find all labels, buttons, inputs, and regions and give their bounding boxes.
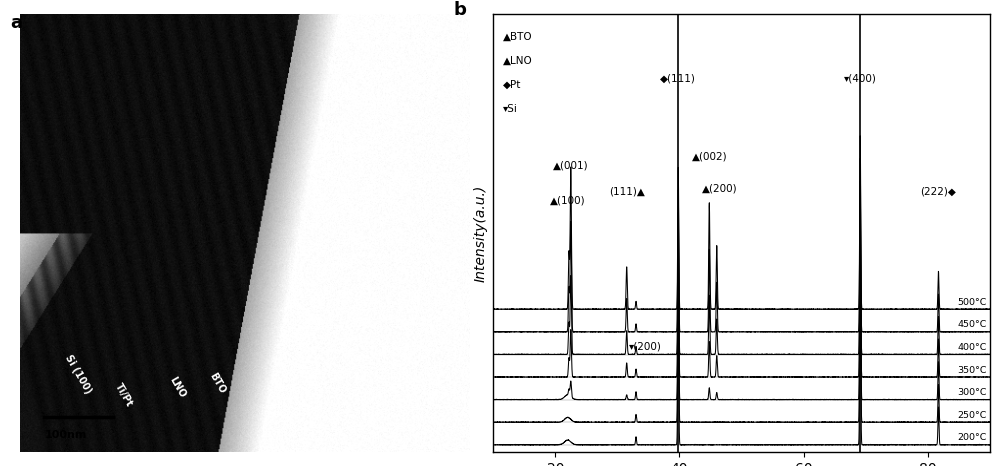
Text: ▾(200): ▾(200) xyxy=(629,341,662,351)
Text: 250°C: 250°C xyxy=(958,411,987,420)
Text: 400°C: 400°C xyxy=(958,343,987,352)
Text: ◆Pt: ◆Pt xyxy=(502,80,521,90)
Text: ▾(400): ▾(400) xyxy=(844,74,877,83)
Text: ▲BTO: ▲BTO xyxy=(502,31,532,41)
Text: Si (100): Si (100) xyxy=(63,353,94,395)
Text: 300°C: 300°C xyxy=(957,388,987,397)
Text: 450°C: 450°C xyxy=(958,321,987,329)
Text: (111)▲: (111)▲ xyxy=(609,186,645,197)
Text: ▲(001): ▲(001) xyxy=(553,160,589,171)
Text: LNO: LNO xyxy=(167,375,187,399)
Text: 350°C: 350°C xyxy=(957,366,987,375)
Text: ◆(111): ◆(111) xyxy=(660,74,696,83)
Text: 200°C: 200°C xyxy=(958,433,987,442)
Text: BTO: BTO xyxy=(208,370,228,395)
Text: Ti/Pt: Ti/Pt xyxy=(113,381,134,408)
Text: (222)◆: (222)◆ xyxy=(921,186,956,197)
Text: a: a xyxy=(10,14,22,32)
Text: ▾Si: ▾Si xyxy=(502,104,517,114)
Text: ▲(002): ▲(002) xyxy=(691,152,727,162)
Text: b: b xyxy=(453,1,466,19)
Text: ▲LNO: ▲LNO xyxy=(502,56,532,66)
Text: 100nm: 100nm xyxy=(44,430,87,440)
Text: 500°C: 500°C xyxy=(958,298,987,307)
Text: ▲(200): ▲(200) xyxy=(702,183,738,193)
Text: ▲(100): ▲(100) xyxy=(550,195,586,205)
Y-axis label: Intensity(a.u.): Intensity(a.u.) xyxy=(474,185,488,281)
